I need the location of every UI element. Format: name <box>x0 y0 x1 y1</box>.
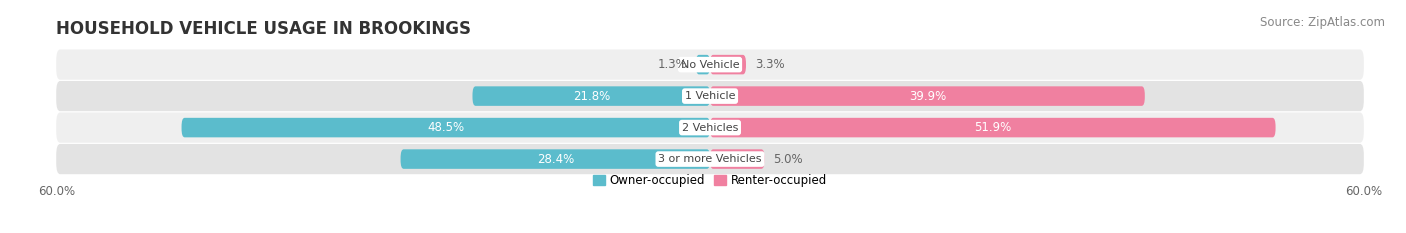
Text: 51.9%: 51.9% <box>974 121 1011 134</box>
Text: 1 Vehicle: 1 Vehicle <box>685 91 735 101</box>
Text: No Vehicle: No Vehicle <box>681 60 740 70</box>
FancyBboxPatch shape <box>710 55 747 74</box>
FancyBboxPatch shape <box>696 55 710 74</box>
Text: HOUSEHOLD VEHICLE USAGE IN BROOKINGS: HOUSEHOLD VEHICLE USAGE IN BROOKINGS <box>56 20 471 38</box>
Text: 39.9%: 39.9% <box>908 90 946 103</box>
FancyBboxPatch shape <box>710 149 765 169</box>
Legend: Owner-occupied, Renter-occupied: Owner-occupied, Renter-occupied <box>593 174 827 187</box>
Text: 28.4%: 28.4% <box>537 153 574 166</box>
Text: 21.8%: 21.8% <box>572 90 610 103</box>
FancyBboxPatch shape <box>710 86 1144 106</box>
Text: 3 or more Vehicles: 3 or more Vehicles <box>658 154 762 164</box>
FancyBboxPatch shape <box>56 49 1364 80</box>
FancyBboxPatch shape <box>56 113 1364 143</box>
Text: Source: ZipAtlas.com: Source: ZipAtlas.com <box>1260 16 1385 29</box>
FancyBboxPatch shape <box>56 81 1364 111</box>
Text: 2 Vehicles: 2 Vehicles <box>682 123 738 133</box>
Text: 1.3%: 1.3% <box>658 58 688 71</box>
Text: 5.0%: 5.0% <box>773 153 803 166</box>
Text: 3.3%: 3.3% <box>755 58 785 71</box>
FancyBboxPatch shape <box>401 149 710 169</box>
FancyBboxPatch shape <box>56 144 1364 174</box>
FancyBboxPatch shape <box>472 86 710 106</box>
Text: 48.5%: 48.5% <box>427 121 464 134</box>
FancyBboxPatch shape <box>710 118 1275 137</box>
FancyBboxPatch shape <box>181 118 710 137</box>
